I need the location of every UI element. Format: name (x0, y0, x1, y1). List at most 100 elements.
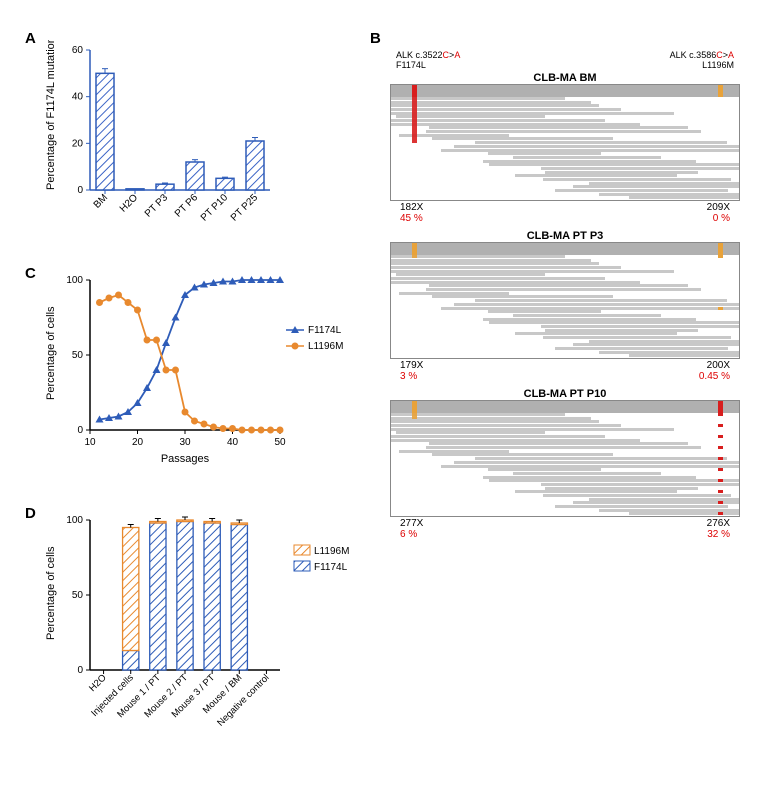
variant-tick (718, 457, 723, 460)
variant-tick (718, 255, 723, 258)
read (589, 498, 739, 501)
read (396, 115, 545, 118)
panel-d-chart: 050100H2OInjected cellsMouse 1 / PTMouse… (40, 510, 380, 770)
bar (246, 141, 264, 190)
variant-tick (718, 435, 723, 438)
read (599, 509, 739, 512)
svg-text:50: 50 (274, 437, 286, 448)
legend-label: L1196M (308, 341, 343, 352)
svg-text:0: 0 (77, 185, 83, 196)
variant-marker (412, 243, 417, 255)
read (513, 314, 661, 317)
read (391, 123, 640, 126)
legend-label: F1174L (314, 562, 348, 573)
depth: 179X (400, 360, 423, 371)
svg-text:PT P3: PT P3 (143, 192, 171, 220)
svg-text:100: 100 (66, 515, 83, 526)
read (396, 273, 545, 276)
depth: 276X (707, 518, 730, 529)
marker (201, 421, 208, 428)
panel-b-container: ALK c.3522C>AF1174LALK c.3586C>AL1196MCL… (390, 50, 740, 540)
track-box (390, 84, 740, 201)
variant-marker (718, 401, 723, 413)
read (555, 505, 729, 508)
variant-pct: 45 % (400, 213, 423, 224)
read (429, 284, 688, 287)
bar-segment (231, 525, 247, 671)
panel-a-chart: 0204060BMH2OPT P3PT P6PT P10PT P25Percen… (40, 40, 300, 260)
read (391, 435, 605, 438)
read (629, 196, 739, 199)
read (426, 446, 701, 449)
read (391, 112, 674, 115)
legend-label: F1174L (308, 325, 342, 336)
read (426, 288, 701, 291)
read (541, 167, 739, 170)
variant-marker (718, 85, 723, 97)
read (589, 182, 739, 185)
svg-text:H2O: H2O (118, 192, 140, 214)
bar-segment (177, 520, 193, 522)
read (515, 332, 677, 335)
read (599, 351, 739, 354)
read (391, 439, 640, 442)
read (391, 266, 621, 269)
track-box (390, 400, 740, 517)
read (391, 277, 605, 280)
bar (96, 73, 114, 190)
read (541, 325, 739, 328)
marker (229, 425, 236, 432)
reads-area (391, 255, 739, 358)
marker (144, 337, 151, 344)
variant-marker (412, 401, 417, 413)
read (391, 413, 565, 416)
read (432, 295, 613, 298)
variant-column (412, 255, 417, 258)
svg-text:20: 20 (72, 138, 84, 149)
series-line (100, 295, 281, 430)
read (515, 174, 677, 177)
read (573, 343, 739, 346)
bar-segment (123, 528, 139, 651)
read (573, 501, 739, 504)
read (454, 303, 739, 306)
read (426, 130, 701, 133)
marker (106, 295, 113, 302)
panel-c-chart: 0501001020304050Percentage of cellsPassa… (40, 270, 370, 480)
read (396, 431, 545, 434)
svg-text:BM: BM (92, 192, 110, 210)
track-footer: 277X6 %276X32 % (390, 517, 740, 540)
read (391, 97, 565, 100)
bar-segment (204, 523, 220, 670)
svg-text:50: 50 (72, 350, 84, 361)
marker (163, 367, 170, 374)
marker (153, 337, 160, 344)
variant-tick (718, 512, 723, 515)
read (488, 468, 601, 471)
header-left-mut: F1174L (396, 60, 426, 70)
variant-marker (412, 85, 417, 97)
read (629, 354, 739, 357)
variant-column (412, 413, 417, 419)
variant-tick (718, 307, 723, 310)
variant-column (412, 97, 417, 143)
variant-pct: 0.45 % (699, 371, 730, 382)
depth: 200X (707, 360, 730, 371)
track-title: CLB-MA BM (390, 72, 740, 84)
read (429, 126, 688, 129)
depth: 182X (400, 202, 423, 213)
marker (143, 384, 151, 391)
svg-text:100: 100 (66, 275, 83, 286)
marker (239, 427, 246, 434)
read (391, 259, 591, 262)
read (391, 281, 640, 284)
bar-segment (177, 522, 193, 671)
bar-segment (150, 523, 166, 670)
y-axis-title: Percentage of cells (45, 546, 57, 640)
read (489, 321, 739, 324)
read (441, 307, 739, 310)
svg-text:10: 10 (84, 437, 96, 448)
svg-text:PT P10: PT P10 (199, 192, 231, 224)
read (543, 178, 731, 181)
marker (258, 427, 265, 434)
